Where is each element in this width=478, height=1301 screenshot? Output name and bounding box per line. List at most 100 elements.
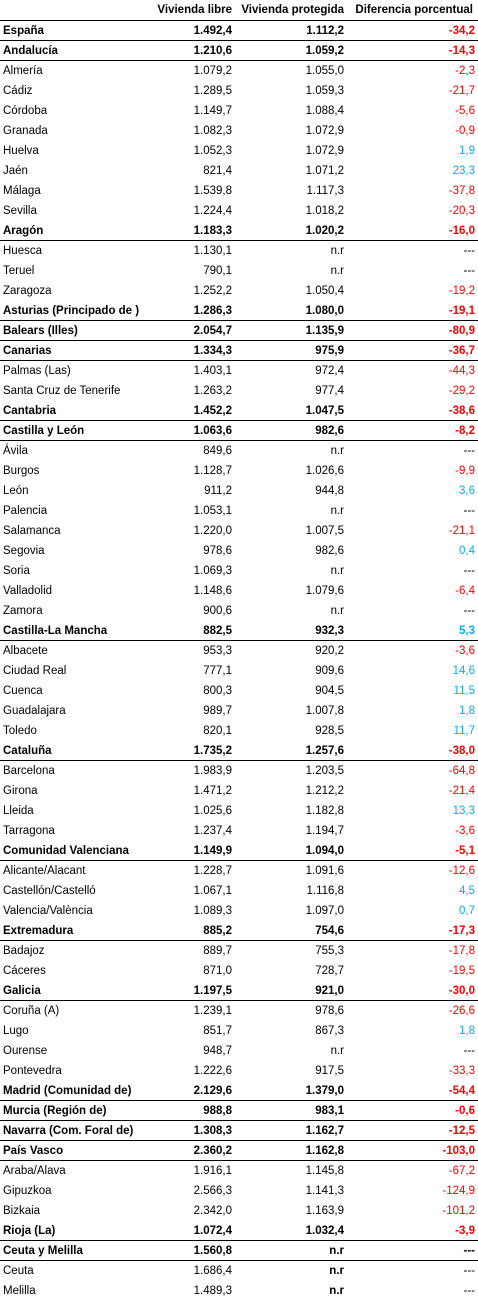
cell-diferencia: -21,4 xyxy=(448,785,475,797)
cell-diferencia: 0,4 xyxy=(459,545,475,557)
cell-name: Albacete xyxy=(3,645,48,657)
cell-vivienda-libre: 1.222,6 xyxy=(193,1065,232,1077)
cell-vivienda-protegida: 1.026,6 xyxy=(305,465,344,477)
cell-vivienda-libre: 1.239,1 xyxy=(193,1005,232,1017)
cell-diferencia: --- xyxy=(463,605,476,617)
table-row: Soria 1.069,3 n.r --- xyxy=(0,561,478,581)
cell-vivienda-libre: 882,5 xyxy=(203,625,232,637)
cell-name: Ourense xyxy=(3,1045,48,1057)
cell-diferencia: -37,8 xyxy=(448,185,475,197)
table-row: Bizkaia 2.342,0 1.163,9 -101,2 xyxy=(0,1201,478,1221)
table-row: Girona 1.471,2 1.212,2 -21,4 xyxy=(0,781,478,801)
cell-diferencia: 1,9 xyxy=(459,145,475,157)
cell-vivienda-protegida: 1.117,3 xyxy=(306,185,344,197)
cell-vivienda-protegida: 1.097,0 xyxy=(305,905,344,917)
cell-vivienda-libre: 790,1 xyxy=(203,265,232,277)
cell-vivienda-libre: 777,1 xyxy=(203,665,232,677)
cell-vivienda-protegida: 1.145,8 xyxy=(305,1165,344,1177)
cell-vivienda-libre: 2.129,6 xyxy=(193,1085,232,1097)
cell-vivienda-protegida: 1.379,0 xyxy=(305,1085,344,1097)
cell-diferencia: -19,5 xyxy=(448,965,475,977)
cell-diferencia: -16,0 xyxy=(448,225,475,237)
cell-vivienda-libre: 871,0 xyxy=(203,965,232,977)
table-row-region: Galicia 1.197,5 921,0 -30,0 xyxy=(0,981,478,1001)
cell-diferencia: -6,4 xyxy=(455,585,475,597)
cell-vivienda-protegida: n.r xyxy=(330,265,344,277)
cell-diferencia: --- xyxy=(463,1245,476,1257)
table-row: Ávila 849,6 n.r --- xyxy=(0,441,478,461)
table-row: Salamanca 1.220,0 1.007,5 -21,1 xyxy=(0,521,478,541)
cell-diferencia: -5,1 xyxy=(455,845,475,857)
cell-diferencia: -26,6 xyxy=(448,1005,475,1017)
table-row: Cádiz 1.289,5 1.059,3 -21,7 xyxy=(0,81,478,101)
table-row: Córdoba 1.149,7 1.088,4 -5,6 xyxy=(0,101,478,121)
cell-name: Lugo xyxy=(3,1025,29,1037)
cell-vivienda-protegida: 917,5 xyxy=(315,1065,344,1077)
cell-name: León xyxy=(3,485,29,497)
table-row-region: Cantabria 1.452,2 1.047,5 -38,6 xyxy=(0,401,478,421)
cell-diferencia: --- xyxy=(463,265,476,277)
table-row-region: Castilla-La Mancha 882,5 932,3 5,3 xyxy=(0,621,478,641)
cell-diferencia: -3,9 xyxy=(455,1225,475,1237)
cell-vivienda-libre: 1.130,1 xyxy=(193,245,232,257)
cell-vivienda-protegida: 1.162,8 xyxy=(305,1145,344,1157)
cell-name: Ceuta xyxy=(3,1265,34,1277)
cell-vivienda-libre: 849,6 xyxy=(203,445,232,457)
cell-vivienda-libre: 1.334,3 xyxy=(193,345,232,357)
cell-name: Guadalajara xyxy=(3,705,66,717)
table-row: Castellón/Castelló 1.067,1 1.116,8 4,5 xyxy=(0,881,478,901)
cell-diferencia: --- xyxy=(463,1045,476,1057)
cell-vivienda-libre: 1.263,2 xyxy=(193,385,232,397)
cell-name: Granada xyxy=(3,125,48,137)
cell-vivienda-protegida: 1.257,6 xyxy=(305,745,344,757)
cell-name: Andalucía xyxy=(3,45,58,57)
cell-diferencia: 11,5 xyxy=(453,685,475,697)
cell-vivienda-protegida: 1.055,0 xyxy=(305,65,344,77)
cell-vivienda-protegida: 1.050,4 xyxy=(305,285,344,297)
table-row: Santa Cruz de Tenerife 1.263,2 977,4 -29,2 xyxy=(0,381,478,401)
cell-name: Navarra (Com. Foral de) xyxy=(3,1125,134,1137)
cell-vivienda-protegida: 1.112,2 xyxy=(306,25,344,37)
cell-vivienda-protegida: 754,6 xyxy=(315,925,344,937)
cell-name: Pontevedra xyxy=(3,1065,62,1077)
cell-vivienda-protegida: n.r xyxy=(330,1045,344,1057)
table-row: Granada 1.082,3 1.072,9 -0,9 xyxy=(0,121,478,141)
table-row-region: Comunidad Valenciana 1.149,9 1.094,0 -5,1 xyxy=(0,841,478,861)
cell-vivienda-protegida: 728,7 xyxy=(315,965,344,977)
cell-name: Santa Cruz de Tenerife xyxy=(3,385,121,397)
cell-name: Cantabria xyxy=(3,405,57,417)
table-row: Badajoz 889,7 755,3 -17,8 xyxy=(0,941,478,961)
cell-name: Segovia xyxy=(3,545,45,557)
cell-vivienda-protegida: n.r xyxy=(330,605,344,617)
cell-diferencia: -103,0 xyxy=(442,1145,475,1157)
cell-diferencia: -12,6 xyxy=(448,865,475,877)
cell-diferencia: -34,2 xyxy=(448,25,475,37)
table-row: Ciudad Real 777,1 909,6 14,6 xyxy=(0,661,478,681)
table-row-region: España 1.492,4 1.112,2 -34,2 xyxy=(0,21,478,41)
cell-vivienda-libre: 1.286,3 xyxy=(193,305,232,317)
cell-name: Zamora xyxy=(3,605,43,617)
cell-name: Ávila xyxy=(3,445,28,457)
table-row: Valladolid 1.148,6 1.079,6 -6,4 xyxy=(0,581,478,601)
cell-vivienda-libre: 1.916,1 xyxy=(193,1165,232,1177)
table-row: Alicante/Alacant 1.228,7 1.091,6 -12,6 xyxy=(0,861,478,881)
cell-vivienda-libre: 1.492,4 xyxy=(193,25,232,37)
cell-vivienda-protegida: 975,9 xyxy=(315,345,344,357)
cell-vivienda-libre: 1.053,1 xyxy=(193,505,232,517)
cell-name: Ceuta y Melilla xyxy=(3,1245,83,1257)
cell-vivienda-protegida: 1.094,0 xyxy=(305,845,344,857)
table-row: Lleida 1.025,6 1.182,8 13,3 xyxy=(0,801,478,821)
cell-diferencia: -38,0 xyxy=(448,745,475,757)
cell-name: Cádiz xyxy=(3,85,33,97)
cell-vivienda-protegida: 1.018,2 xyxy=(305,205,344,217)
cell-name: Huelva xyxy=(3,145,39,157)
table-row-region: Castilla y León 1.063,6 982,6 -8,2 xyxy=(0,421,478,441)
cell-vivienda-libre: 1.228,7 xyxy=(193,865,232,877)
table-row-region: Rioja (La) 1.072,4 1.032,4 -3,9 xyxy=(0,1221,478,1241)
cell-vivienda-libre: 1.539,8 xyxy=(193,185,232,197)
header-vivienda-libre: Vivienda libre xyxy=(157,4,232,16)
cell-name: Cuenca xyxy=(3,685,43,697)
cell-diferencia: -101,2 xyxy=(442,1205,475,1217)
cell-vivienda-protegida: 983,1 xyxy=(315,1105,344,1117)
